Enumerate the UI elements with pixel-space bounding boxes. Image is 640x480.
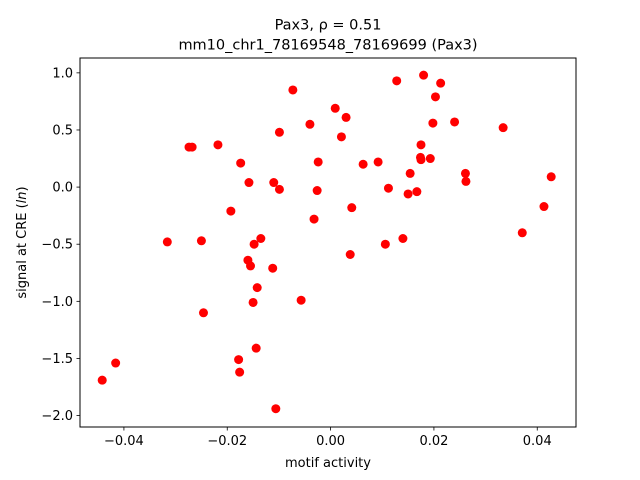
chart-title-line1: Pax3, ρ = 0.51: [275, 18, 382, 34]
data-point: [373, 157, 383, 167]
data-point: [461, 176, 471, 186]
y-tick-label: 1.0: [52, 66, 73, 81]
y-axis-label-suffix: ): [15, 186, 30, 191]
data-point: [234, 355, 244, 365]
data-point: [236, 158, 246, 168]
data-point: [288, 85, 298, 95]
y-axis-label-italic: ln: [15, 191, 30, 203]
data-point: [436, 78, 446, 88]
data-point: [198, 308, 208, 318]
data-point: [428, 118, 438, 128]
data-point: [274, 127, 284, 137]
data-point: [460, 168, 470, 178]
data-point: [313, 157, 323, 167]
data-point: [252, 283, 262, 293]
data-point: [256, 234, 266, 244]
data-point: [244, 178, 254, 188]
x-tick-label: 0.02: [419, 434, 448, 449]
data-point: [330, 103, 340, 113]
data-point: [403, 189, 413, 199]
chart-title-line2: mm10_chr1_78169548_78169699 (Pax3): [178, 38, 477, 54]
data-points: [97, 70, 556, 414]
data-point: [398, 234, 408, 244]
data-point: [430, 92, 440, 102]
x-axis-label: motif activity: [285, 456, 371, 471]
data-point: [336, 132, 346, 142]
data-point: [269, 178, 279, 188]
y-tick-label: 0.0: [52, 181, 73, 196]
x-tick-label: 0.00: [316, 434, 345, 449]
data-point: [380, 239, 390, 249]
y-tick-label: −2.0: [41, 409, 73, 424]
y-axis-label-prefix: signal at CRE (: [15, 203, 30, 298]
y-axis-ticks: −2.0 −1.5 −1.0 −0.5 0.0 0.5 1.0: [41, 66, 80, 424]
x-tick-label: −0.02: [207, 434, 247, 449]
data-point: [419, 70, 429, 80]
data-point: [392, 76, 402, 86]
data-point: [412, 187, 422, 197]
data-point: [383, 183, 393, 193]
data-point: [309, 214, 319, 224]
data-point: [539, 202, 549, 212]
data-point: [312, 186, 322, 196]
data-point: [498, 123, 508, 133]
data-point: [416, 140, 426, 150]
data-point: [517, 228, 527, 238]
data-point: [416, 155, 426, 165]
y-axis-label: signal at CRE (ln): [15, 186, 30, 298]
data-point: [187, 142, 197, 152]
data-point: [450, 117, 460, 127]
data-point: [425, 154, 435, 164]
plot-frame: [79, 57, 577, 428]
data-point: [274, 184, 284, 194]
data-point: [162, 237, 172, 247]
x-tick-label: −0.04: [104, 434, 144, 449]
y-tick-label: 0.5: [52, 123, 73, 138]
data-point: [341, 112, 351, 122]
data-point: [345, 249, 355, 259]
y-tick-label: −0.5: [41, 238, 73, 253]
data-point: [235, 367, 245, 377]
data-point: [271, 404, 281, 414]
data-point: [196, 236, 206, 246]
y-tick-label: −1.0: [41, 295, 73, 310]
y-tick-label: −1.5: [41, 352, 73, 367]
data-point: [249, 239, 259, 249]
data-point: [97, 375, 107, 385]
x-axis-ticks: −0.04 −0.02 0.00 0.02 0.04: [104, 427, 552, 449]
data-point: [305, 119, 315, 129]
data-point: [213, 140, 223, 150]
data-point: [226, 206, 236, 216]
data-point: [347, 203, 357, 213]
x-tick-label: 0.04: [523, 434, 552, 449]
data-point: [358, 159, 368, 169]
data-point: [405, 168, 415, 178]
data-point: [111, 358, 121, 368]
data-point: [251, 343, 261, 353]
data-point: [268, 263, 278, 273]
data-point: [246, 261, 255, 271]
data-point: [546, 172, 556, 182]
data-point: [296, 295, 306, 305]
data-point: [248, 297, 258, 307]
